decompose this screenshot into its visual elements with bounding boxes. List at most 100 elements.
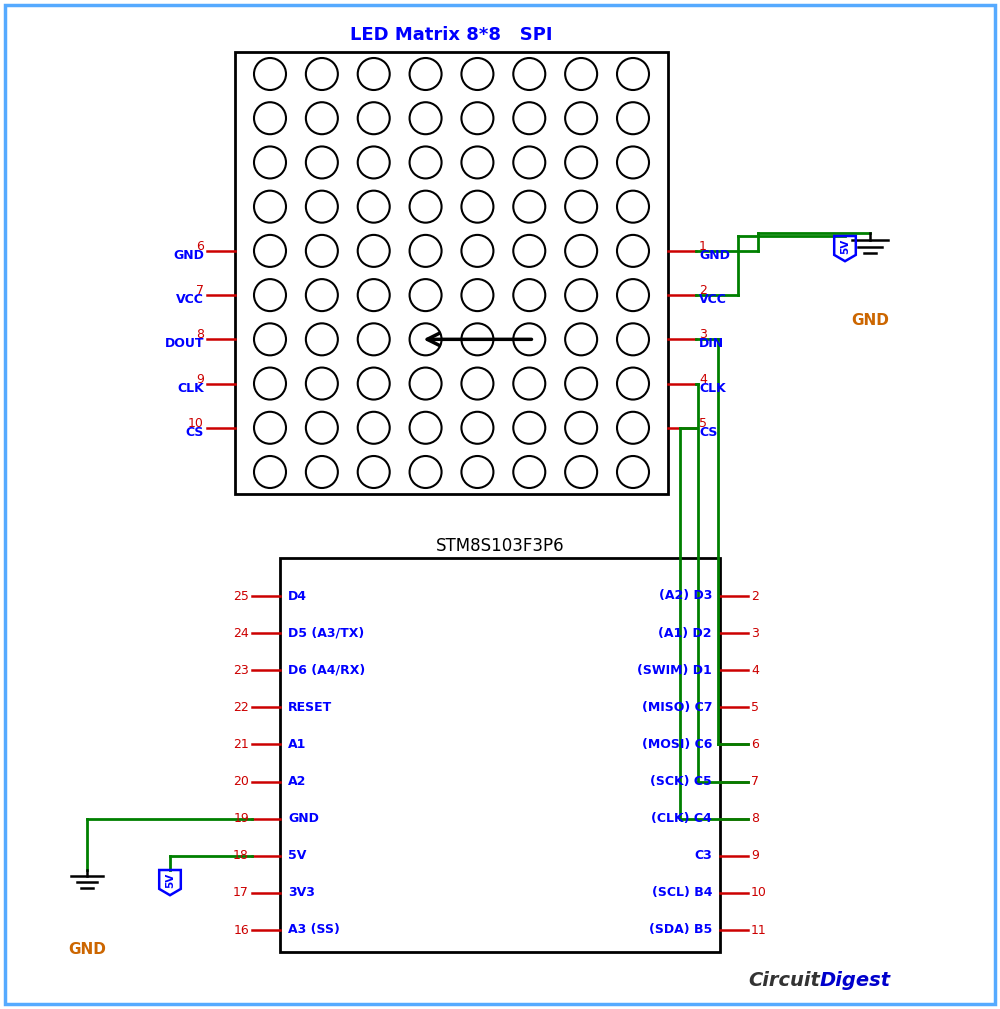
Text: 22: 22 — [233, 701, 249, 713]
Circle shape — [617, 235, 649, 267]
Text: 11: 11 — [751, 923, 767, 936]
Circle shape — [565, 279, 597, 311]
Circle shape — [461, 279, 493, 311]
Circle shape — [410, 367, 442, 400]
Text: 5: 5 — [751, 701, 759, 713]
Text: 10: 10 — [188, 417, 204, 430]
Text: A3 (SS): A3 (SS) — [288, 923, 340, 936]
Circle shape — [617, 367, 649, 400]
Text: 23: 23 — [233, 664, 249, 677]
Text: 8: 8 — [196, 328, 204, 341]
Text: 3: 3 — [699, 328, 707, 341]
Circle shape — [565, 323, 597, 355]
Text: 7: 7 — [751, 775, 759, 788]
Text: 9: 9 — [196, 372, 204, 385]
Circle shape — [306, 102, 338, 134]
Bar — [235, 52, 668, 494]
Text: 8: 8 — [751, 812, 759, 825]
Circle shape — [306, 235, 338, 267]
Circle shape — [461, 58, 493, 90]
Circle shape — [617, 102, 649, 134]
Text: (SWIM) D1: (SWIM) D1 — [637, 664, 712, 677]
Text: 6: 6 — [751, 738, 759, 751]
Text: D5 (A3/TX): D5 (A3/TX) — [288, 627, 364, 640]
Text: CLK: CLK — [177, 381, 204, 395]
Circle shape — [565, 146, 597, 179]
Text: (A2) D3: (A2) D3 — [659, 589, 712, 602]
Circle shape — [306, 279, 338, 311]
Circle shape — [617, 412, 649, 444]
Text: Circuit: Circuit — [748, 971, 820, 990]
Circle shape — [461, 456, 493, 488]
Text: CLK: CLK — [699, 381, 726, 395]
Text: 2: 2 — [751, 589, 759, 602]
Text: 6: 6 — [196, 240, 204, 253]
Circle shape — [461, 146, 493, 179]
Circle shape — [513, 279, 545, 311]
Text: GND: GND — [851, 313, 889, 328]
Circle shape — [358, 323, 390, 355]
Circle shape — [617, 456, 649, 488]
Text: A1: A1 — [288, 738, 306, 751]
Circle shape — [410, 146, 442, 179]
Text: 24: 24 — [233, 627, 249, 640]
Text: 10: 10 — [751, 886, 767, 899]
Text: CS: CS — [186, 426, 204, 439]
Text: (A1) D2: (A1) D2 — [658, 627, 712, 640]
Text: STM8S103F3P6: STM8S103F3P6 — [436, 537, 564, 555]
Circle shape — [410, 102, 442, 134]
Text: Digest: Digest — [820, 971, 891, 990]
Circle shape — [513, 235, 545, 267]
Text: 25: 25 — [233, 589, 249, 602]
Text: GND: GND — [68, 942, 106, 957]
Circle shape — [254, 456, 286, 488]
Text: C3: C3 — [694, 850, 712, 863]
Circle shape — [358, 235, 390, 267]
Text: VCC: VCC — [699, 293, 727, 306]
Circle shape — [461, 235, 493, 267]
Circle shape — [461, 412, 493, 444]
Text: (SDA) B5: (SDA) B5 — [649, 923, 712, 936]
Circle shape — [358, 279, 390, 311]
Text: GND: GND — [173, 249, 204, 262]
Text: VCC: VCC — [176, 293, 204, 306]
Text: GND: GND — [699, 249, 730, 262]
FancyBboxPatch shape — [5, 5, 995, 1004]
Circle shape — [410, 456, 442, 488]
Circle shape — [617, 58, 649, 90]
Circle shape — [565, 456, 597, 488]
Circle shape — [254, 412, 286, 444]
Circle shape — [254, 323, 286, 355]
Text: 1: 1 — [699, 240, 707, 253]
Bar — [280, 558, 720, 952]
Circle shape — [306, 58, 338, 90]
Circle shape — [565, 58, 597, 90]
Text: (SCL) B4: (SCL) B4 — [652, 886, 712, 899]
Circle shape — [358, 412, 390, 444]
Circle shape — [617, 146, 649, 179]
Text: 5V: 5V — [165, 873, 175, 888]
Text: 20: 20 — [233, 775, 249, 788]
Circle shape — [617, 323, 649, 355]
Text: 2: 2 — [699, 285, 707, 297]
Circle shape — [513, 58, 545, 90]
Circle shape — [306, 456, 338, 488]
Circle shape — [513, 323, 545, 355]
Text: D4: D4 — [288, 589, 307, 602]
Circle shape — [565, 235, 597, 267]
Text: 3: 3 — [751, 627, 759, 640]
Circle shape — [254, 146, 286, 179]
Circle shape — [358, 191, 390, 223]
Circle shape — [513, 146, 545, 179]
Circle shape — [410, 279, 442, 311]
Text: 4: 4 — [751, 664, 759, 677]
Circle shape — [358, 367, 390, 400]
Circle shape — [254, 58, 286, 90]
Circle shape — [254, 367, 286, 400]
Text: RESET: RESET — [288, 701, 332, 713]
Text: 17: 17 — [233, 886, 249, 899]
Circle shape — [565, 367, 597, 400]
Circle shape — [254, 279, 286, 311]
Circle shape — [513, 191, 545, 223]
Text: 16: 16 — [233, 923, 249, 936]
